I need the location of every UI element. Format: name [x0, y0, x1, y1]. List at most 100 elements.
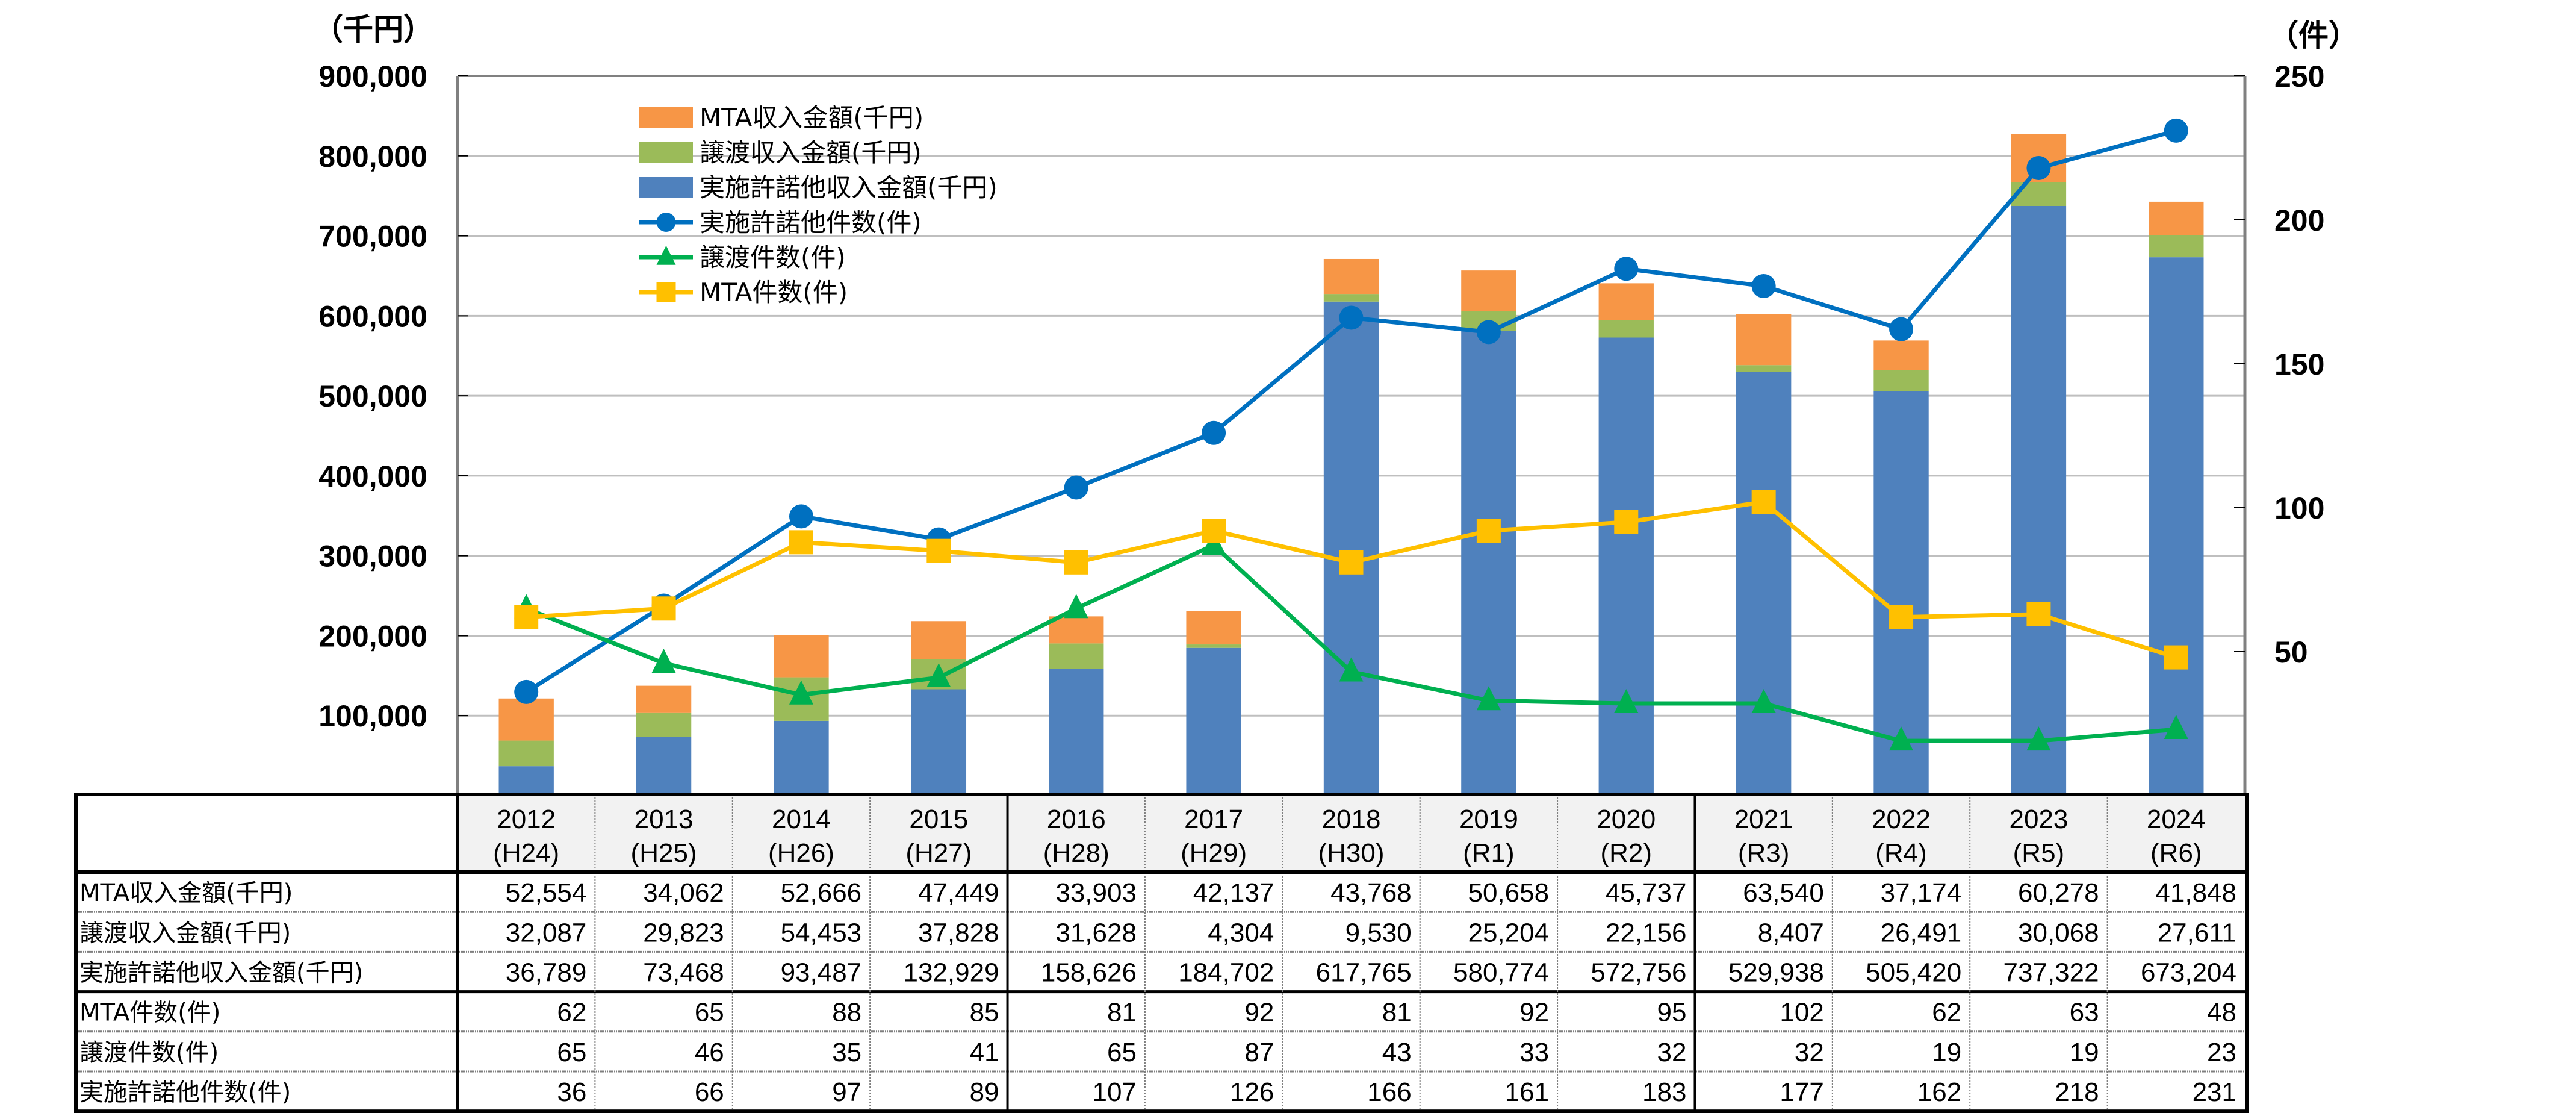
table-cell: 23 — [2207, 1038, 2236, 1067]
table-cell: 35 — [832, 1038, 861, 1067]
table-cell: 88 — [832, 998, 861, 1027]
data-point-triangle — [656, 245, 676, 265]
data-point-square — [1202, 519, 1226, 543]
bar-segment — [1736, 372, 1792, 796]
table-row: MTA件数(件) 62 65 88 85 81 92 81 92 95 102 62 63 48 — [79, 998, 2236, 1027]
data-point-circle — [1064, 475, 1088, 500]
table-cell: 30,068 — [2018, 918, 2099, 947]
bar-segment — [774, 720, 829, 796]
legend-item: 譲渡件数(件) — [639, 243, 846, 272]
data-point-triangle — [926, 663, 951, 688]
right-axis-tick-label: 250 — [2274, 60, 2324, 93]
row-label: MTA件数(件) — [79, 999, 220, 1027]
left-axis-tick-label: 100,000 — [318, 699, 427, 733]
table-cell: 184,702 — [1178, 958, 1274, 988]
era-label: (R4) — [1875, 838, 1927, 868]
data-point-circle — [1889, 317, 1914, 341]
table-cell: 29,823 — [643, 918, 724, 947]
bar-segment — [911, 689, 967, 796]
legend-label: MTA件数(件) — [700, 278, 848, 307]
table-cell: 81 — [1107, 998, 1137, 1027]
row-label: 実施許諾他件数(件) — [79, 1079, 291, 1106]
table-cell: 85 — [970, 998, 999, 1027]
right-axis-tick-label: 100 — [2274, 491, 2324, 525]
table-cell: 33,903 — [1055, 878, 1137, 908]
era-label: (H30) — [1318, 838, 1384, 868]
left-axis: （千円） 100,000 200,000 300,000 400,000 500,000… — [313, 12, 433, 733]
table-cell: 60,278 — [2018, 878, 2099, 908]
bar-segment — [1186, 611, 1241, 645]
table-row: 実施許諾他件数(件) 36 66 97 89 107 126 166 161 183 177 162 2… — [79, 1077, 2236, 1107]
table-cell: 48 — [2207, 998, 2236, 1027]
legend: MTA収入金額(千円) 譲渡収入金額(千円) 実施許諾他収入金額(千円) 実施許諾他件… — [639, 103, 998, 307]
data-point-square — [2026, 602, 2051, 626]
legend-label: 譲渡件数(件) — [700, 243, 846, 272]
row-label: MTA収入金額(千円) — [79, 879, 293, 907]
data-point-triangle — [1751, 689, 1776, 714]
year-label: 2015 — [909, 805, 968, 834]
table-cell: 26,491 — [1881, 918, 1962, 947]
data-point-triangle — [1889, 726, 1914, 751]
era-label: (R6) — [2150, 838, 2202, 868]
bar-segment — [1598, 337, 1654, 796]
era-label: (R2) — [1600, 838, 1652, 868]
left-axis-tick-label: 400,000 — [318, 460, 427, 493]
bar-segment — [1873, 370, 1929, 391]
right-axis-tick-label: 200 — [2274, 204, 2324, 237]
table-cell: 22,156 — [1606, 918, 1687, 947]
legend-item: 実施許諾他収入金額(千円) — [639, 173, 998, 202]
bar-segment — [911, 621, 967, 659]
data-point-square — [1889, 605, 1914, 629]
table-cell: 177 — [1780, 1077, 1823, 1107]
table-cell: 673,204 — [2141, 958, 2236, 988]
table-cell: 52,554 — [506, 878, 587, 908]
bar-segment — [1049, 643, 1104, 669]
data-point-triangle — [2164, 715, 2188, 740]
era-label: (H26) — [768, 838, 834, 868]
line-series — [514, 118, 2188, 751]
table-header-cell: 2023 (R5) — [2009, 805, 2068, 868]
legend-item: MTA件数(件) — [639, 278, 848, 307]
data-point-triangle — [1339, 657, 1364, 682]
table-cell: 43 — [1382, 1038, 1412, 1067]
data-point-square — [1064, 550, 1088, 575]
data-point-triangle — [651, 649, 676, 673]
era-label: (H25) — [631, 838, 697, 868]
table-border — [74, 793, 2249, 1113]
left-axis-tick-label: 900,000 — [318, 60, 427, 93]
data-point-square — [651, 596, 676, 621]
data-point-circle — [656, 213, 676, 232]
table-cell: 81 — [1382, 998, 1412, 1027]
table-cell: 580,774 — [1453, 958, 1549, 988]
table-cell: 231 — [2193, 1077, 2236, 1107]
table-cell: 95 — [1657, 998, 1687, 1027]
legend-swatch — [639, 142, 693, 163]
table-cell: 62 — [1932, 998, 1961, 1027]
table-cell: 161 — [1505, 1077, 1549, 1107]
bar-segment — [1323, 301, 1379, 796]
table-cell: 36 — [557, 1077, 586, 1107]
table-cell: 166 — [1367, 1077, 1411, 1107]
table-cell: 45,737 — [1606, 878, 1687, 908]
table-cell: 617,765 — [1316, 958, 1412, 988]
line-series-square — [514, 490, 2188, 670]
table-cell: 43,768 — [1330, 878, 1412, 908]
table-cell: 9,530 — [1345, 918, 1412, 947]
table-header-cell: 2015 (H27) — [905, 805, 972, 868]
bar-segment — [498, 766, 554, 796]
table-header-cell: 2021 (R3) — [1734, 805, 1793, 868]
table-cell: 87 — [1244, 1038, 1274, 1067]
bar-segment — [1186, 644, 1241, 648]
table-cell: 41 — [970, 1038, 999, 1067]
table-cell: 93,487 — [781, 958, 862, 988]
bar-segment — [2149, 257, 2204, 796]
table-header-cell: 2017 (H29) — [1181, 805, 1247, 868]
table-cell: 102 — [1780, 998, 1823, 1027]
bar-segment — [498, 698, 554, 741]
left-axis-tick-label: 200,000 — [318, 619, 427, 653]
year-label: 2014 — [772, 805, 831, 834]
data-point-square — [789, 530, 813, 555]
table-row: 譲渡件数(件) 65 46 35 41 65 87 43 33 32 32 19 19 23 — [79, 1038, 2236, 1067]
data-point-circle — [2164, 118, 2188, 143]
table-header-cell: 2013 (H25) — [631, 805, 697, 868]
